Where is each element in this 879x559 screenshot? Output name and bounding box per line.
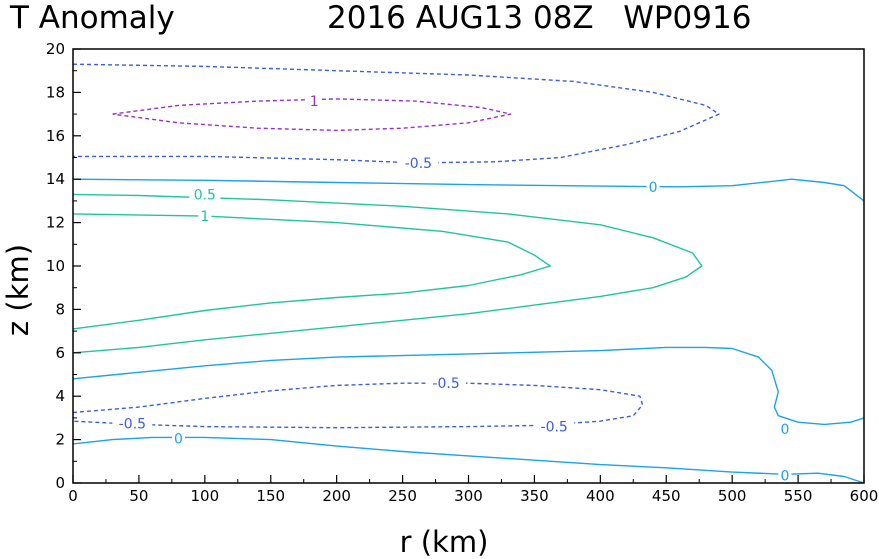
y-tick-label: 18	[46, 83, 65, 101]
y-tick-label: 6	[55, 344, 65, 362]
x-axis-label: r (km)	[400, 525, 489, 559]
contour-line	[72, 382, 644, 429]
contour-label-bg	[112, 415, 153, 432]
x-tick-label: 0	[68, 487, 78, 505]
x-tick-label: 300	[454, 487, 483, 505]
contour-label-bg	[778, 467, 792, 484]
x-tick-label: 550	[784, 487, 813, 505]
contour-label-bg	[534, 418, 575, 435]
contour-label-bg	[171, 430, 185, 447]
y-tick-label: 10	[46, 257, 65, 275]
contour-label-bg	[646, 178, 660, 195]
x-tick-label: 600	[850, 487, 879, 505]
x-tick-label: 500	[718, 487, 747, 505]
x-tick-label: 250	[388, 487, 417, 505]
contour-label-bg	[398, 154, 439, 171]
y-tick-label: 12	[46, 214, 65, 232]
contour-lines	[72, 63, 865, 484]
contour-label: -0.5	[405, 156, 432, 172]
contour-label: 0	[174, 432, 183, 448]
x-tick-label: 50	[129, 487, 148, 505]
x-tick-label: 150	[256, 487, 285, 505]
contour-line	[72, 63, 720, 164]
contour-label: 0	[780, 422, 789, 438]
y-tick-label: 16	[46, 127, 65, 145]
x-tick-label: 200	[322, 487, 351, 505]
x-tick-label: 100	[191, 487, 220, 505]
y-tick-label: 0	[55, 474, 65, 492]
contour-label-bg	[189, 186, 221, 203]
contour-label: 0.5	[194, 187, 216, 203]
chart-title-right: 2016 AUG13 08Z WP0916	[327, 0, 751, 36]
x-tick-label: 450	[652, 487, 681, 505]
contour-label: 0	[780, 468, 789, 484]
y-tick-label: 8	[55, 300, 65, 318]
y-axis-label: z (km)	[1, 244, 35, 336]
contour-label-bg	[198, 208, 212, 225]
x-tick-label: 350	[520, 487, 549, 505]
y-axis-ticks: 0 2 4 6 8 10 12 14 16 18 20	[46, 40, 81, 492]
y-tick-label: 20	[46, 40, 65, 58]
contour-line	[72, 346, 865, 426]
contour-label: -0.5	[541, 420, 568, 436]
contour-label: -0.5	[119, 416, 146, 432]
chart-title-left: T Anomaly	[9, 0, 175, 36]
x-tick-label: 400	[586, 487, 615, 505]
contour-line	[112, 98, 512, 132]
contour-line	[72, 193, 703, 354]
y-tick-label: 4	[55, 387, 65, 405]
x-axis-ticks: 0 50 100 150 200 250 300 350 400 450 500 550 600	[68, 475, 878, 505]
contour-label: 1	[200, 209, 209, 225]
contour-label-bg	[778, 420, 792, 437]
contour-labels: 1 -0.5 0 0.5 1 -0.5 -0.5 -0.5 0 0 0	[112, 93, 792, 484]
contour-label: 1	[310, 94, 319, 110]
y-tick-label: 2	[55, 431, 65, 449]
contour-label: 0	[649, 180, 658, 196]
y-tick-label: 14	[46, 170, 65, 188]
contour-line	[72, 178, 865, 202]
contour-line	[72, 213, 551, 330]
contour-label: -0.5	[432, 376, 459, 392]
contour-label-bg	[307, 93, 321, 110]
plot-frame	[72, 48, 865, 484]
contour-label-bg	[426, 375, 467, 392]
